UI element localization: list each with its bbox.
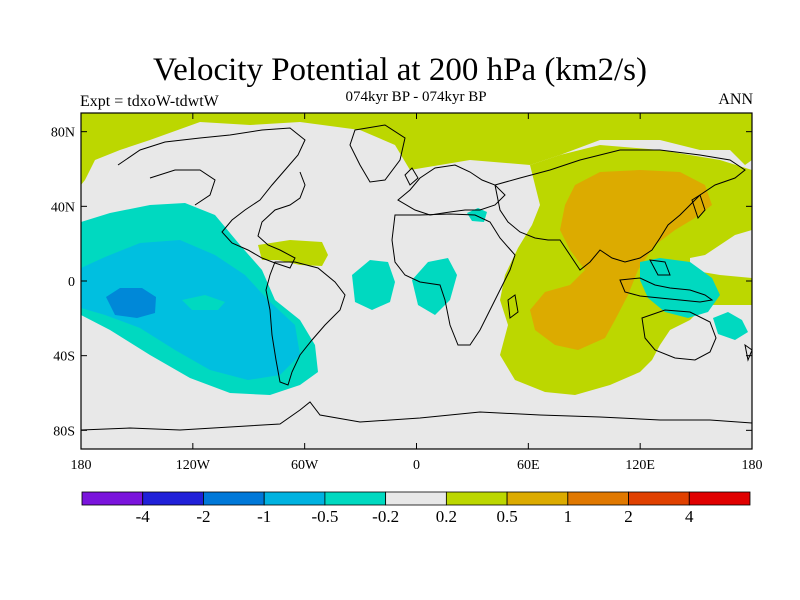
colorbar-label: 0.2	[436, 507, 457, 526]
y-tick-label: 80S	[53, 424, 75, 439]
colorbar-swatch	[567, 491, 629, 506]
pacific-negative-core	[106, 288, 156, 318]
season-label: ANN	[718, 91, 753, 108]
x-tick-label: 0	[413, 458, 420, 473]
colorbar-swatch	[688, 491, 751, 506]
colorbar-label: -1	[257, 507, 271, 526]
y-tick-label: 80N	[51, 126, 75, 141]
colorbar-label: 0.5	[496, 507, 517, 526]
asia-positive-core	[530, 170, 712, 350]
pacific-negative-inner-blob	[182, 295, 225, 310]
colorbar-swatch	[628, 491, 690, 506]
colorbar-swatch	[263, 491, 326, 506]
y-axis-ticks: 80N 40N 0 40S 80S	[51, 126, 752, 439]
colorbar-swatch	[324, 491, 387, 506]
colorbar-label: 2	[624, 507, 633, 526]
colorbar-swatch	[142, 491, 204, 506]
colorbar-swatch	[81, 491, 144, 506]
plot-subtitle: 074kyr BP - 074kyr BP	[345, 89, 487, 105]
x-axis-ticks: 180 120W 60W 0 60E 120E 180	[71, 113, 763, 473]
atlantic-negative-right	[412, 258, 457, 315]
maritime-continent-negative	[640, 258, 720, 318]
colorbar-label: 4	[685, 507, 694, 526]
colorbar-label: -2	[196, 507, 210, 526]
y-tick-label: 0	[68, 275, 75, 290]
colorbar-label: -0.2	[372, 507, 399, 526]
y-tick-label: 40S	[53, 350, 75, 365]
x-tick-label: 180	[742, 458, 763, 473]
x-tick-label: 60W	[291, 458, 319, 473]
experiment-label: Expt = tdxoW-tdwtW	[80, 93, 219, 110]
colorbar-swatch	[385, 491, 447, 506]
colorbar-label: -0.5	[311, 507, 338, 526]
colorbar-label: -4	[136, 507, 151, 526]
australia-east-negative	[713, 312, 748, 340]
colorbar-swatch	[506, 491, 569, 506]
colorbar: -4 -2 -1 -0.5 -0.2 0.2 0.5 1 2 4	[81, 491, 751, 526]
colorbar-swatch	[203, 491, 265, 506]
colorbar-label: 1	[564, 507, 573, 526]
x-tick-label: 120W	[176, 458, 211, 473]
colorbar-swatch	[445, 491, 508, 506]
plot-title: Velocity Potential at 200 hPa (km2/s)	[152, 52, 648, 88]
x-tick-label: 60E	[517, 458, 540, 473]
northern-high-lat-positive	[81, 113, 752, 185]
y-tick-label: 40N	[51, 200, 75, 215]
x-tick-label: 180	[71, 458, 92, 473]
x-tick-label: 120E	[625, 458, 655, 473]
atlantic-negative-left	[352, 260, 395, 310]
pacific-negative-mid	[81, 240, 300, 380]
coastlines	[81, 124, 752, 431]
caribbean-positive	[258, 240, 328, 266]
